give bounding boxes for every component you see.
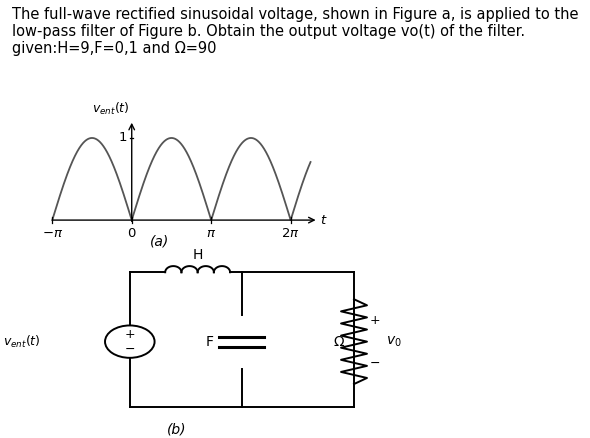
Text: The full-wave rectified sinusoidal voltage, shown in Figure a, is applied to the: The full-wave rectified sinusoidal volta… bbox=[12, 7, 578, 57]
Text: (b): (b) bbox=[167, 423, 187, 437]
Text: $v_0$: $v_0$ bbox=[386, 335, 402, 349]
Text: +: + bbox=[124, 328, 135, 341]
Text: $v_{ent}(t)$: $v_{ent}(t)$ bbox=[92, 101, 130, 117]
Text: $-$: $-$ bbox=[124, 342, 135, 355]
Text: $\Omega$: $\Omega$ bbox=[333, 335, 345, 349]
Text: $t$: $t$ bbox=[320, 214, 327, 226]
Text: +: + bbox=[369, 314, 380, 327]
Text: $-\pi$: $-\pi$ bbox=[42, 227, 63, 240]
Text: H: H bbox=[192, 248, 203, 262]
Text: (a): (a) bbox=[150, 234, 169, 248]
Text: F: F bbox=[205, 335, 214, 349]
Text: $0$: $0$ bbox=[127, 227, 136, 240]
Text: $v_{ent}(t)$: $v_{ent}(t)$ bbox=[3, 334, 41, 350]
Text: $1$: $1$ bbox=[118, 131, 127, 145]
Text: $-$: $-$ bbox=[369, 357, 380, 369]
Text: $\pi$: $\pi$ bbox=[206, 227, 217, 240]
Text: $2\pi$: $2\pi$ bbox=[281, 227, 300, 240]
